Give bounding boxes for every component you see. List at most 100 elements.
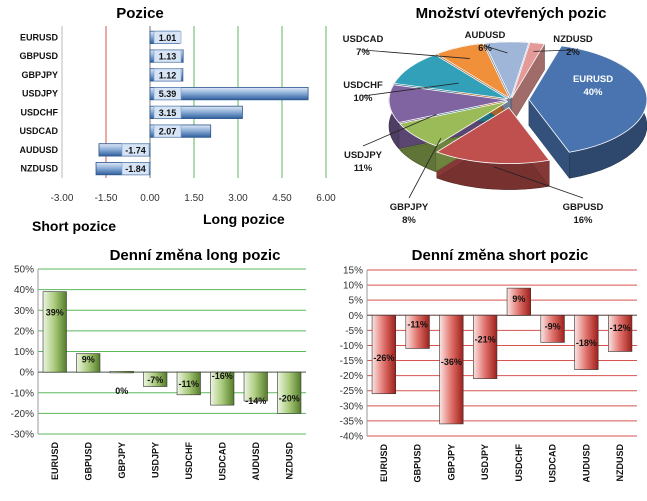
bar-usdjpy bbox=[473, 314, 498, 379]
category-label-audusd: AUDUSD bbox=[19, 145, 58, 155]
value-label-gbpusd: 1.13 bbox=[159, 52, 177, 62]
pie-label-gbpusd: GBPUSD bbox=[563, 202, 604, 213]
x-tick-label: -1.50 bbox=[95, 193, 118, 204]
daily-long-chart: Denní změna long pozic 39% 9% 0% -7% -11% -16… bbox=[11, 247, 306, 481]
pie-label-usdcad: USDCAD bbox=[343, 34, 384, 45]
bar-gbpusd bbox=[405, 314, 430, 349]
category-label-nzdusd: NZDUSD bbox=[284, 442, 294, 480]
y-tick-label: 10% bbox=[343, 281, 363, 292]
pie-pct-eurusd: 40% bbox=[583, 87, 603, 98]
pie-label-audusd: AUDUSD bbox=[465, 30, 506, 41]
pie-leader-line bbox=[362, 114, 437, 147]
value-label-usdcad: 2.07 bbox=[159, 127, 177, 137]
category-label-usdcad: USDCAD bbox=[548, 444, 558, 483]
category-label-usdchf: USDCHF bbox=[514, 443, 524, 481]
pie-leader-line bbox=[362, 49, 470, 59]
y-tick-label: 15% bbox=[343, 266, 363, 277]
category-label-gbpusd: GBPUSD bbox=[19, 51, 58, 61]
pie-label-usdjpy: USDJPY bbox=[344, 150, 383, 161]
value-label-nzdusd: -1.84 bbox=[125, 164, 146, 174]
pie-slice-nzdusd bbox=[511, 42, 546, 99]
y-tick-label: -35% bbox=[340, 416, 363, 427]
pie-slice-gbpjpy bbox=[398, 100, 509, 147]
value-label-audusd: -18% bbox=[576, 338, 597, 348]
category-label-gbpjpy: GBPJPY bbox=[21, 70, 58, 80]
y-tick-label: -40% bbox=[340, 432, 363, 443]
short-positions-annotation: Short pozice bbox=[32, 218, 116, 234]
bar-usdjpy bbox=[149, 87, 309, 101]
category-label-eurusd: EURUSD bbox=[20, 32, 59, 42]
daily-long-title: Denní změna long pozic bbox=[110, 247, 281, 264]
value-label-box bbox=[153, 124, 182, 138]
bar-audusd bbox=[574, 314, 599, 370]
value-label-usdcad: -16% bbox=[212, 371, 233, 381]
value-label-box bbox=[121, 162, 150, 175]
category-label-usdchf: USDCHF bbox=[184, 441, 194, 479]
bar-gbpjpy bbox=[439, 314, 464, 425]
y-tick-label: -30% bbox=[340, 401, 363, 412]
bar-usdcad bbox=[540, 314, 565, 343]
pie-pct-usdchf: 10% bbox=[353, 93, 373, 104]
value-label-gbpjpy: 0% bbox=[115, 386, 128, 396]
pie-label-gbpjpy: GBPJPY bbox=[390, 202, 429, 213]
y-tick-label: 0% bbox=[20, 368, 35, 379]
category-label-gbpusd: GBPUSD bbox=[413, 444, 423, 483]
pie-slice-audusd bbox=[484, 41, 530, 99]
y-tick-label: 50% bbox=[14, 265, 34, 276]
category-label-usdchf: USDCHF bbox=[21, 107, 59, 117]
y-tick-label: 0% bbox=[349, 311, 364, 322]
y-tick-label: -20% bbox=[11, 409, 34, 420]
value-label-gbpjpy: 1.12 bbox=[159, 70, 177, 80]
value-label-box bbox=[153, 87, 182, 100]
category-label-gbpusd: GBPUSD bbox=[83, 442, 93, 481]
bar-eurusd bbox=[371, 314, 396, 395]
value-label-eurusd: 39% bbox=[46, 307, 64, 317]
pie-leader-line bbox=[493, 166, 584, 199]
value-label-eurusd: -26% bbox=[373, 353, 394, 363]
pie-leader-line bbox=[362, 82, 459, 97]
pie-pct-nzdusd: 2% bbox=[566, 47, 580, 58]
category-label-gbpjpy: GBPJPY bbox=[446, 444, 456, 481]
value-label-box bbox=[121, 143, 150, 157]
value-label-usdchf: 3.15 bbox=[159, 108, 177, 118]
x-tick-label: -3.00 bbox=[51, 193, 74, 204]
open-positions-pie-chart: Množství otevřených pozic EURUSD 40% GBPUS… bbox=[343, 5, 647, 226]
bar-gbpjpy bbox=[109, 371, 134, 374]
category-label-usdjpy: USDJPY bbox=[22, 89, 58, 99]
bar-usdchf bbox=[506, 287, 531, 316]
positions-chart: Pozice 1.01 1.13 1.12 5.39 3.15 2.07 -1.74 -1.8… bbox=[19, 5, 336, 234]
positions-title: Pozice bbox=[116, 5, 164, 22]
bar-usdjpy bbox=[143, 371, 168, 387]
category-label-usdjpy: USDJPY bbox=[480, 444, 490, 480]
category-label-usdcad: USDCAD bbox=[217, 442, 227, 481]
pie-slice-usdjpy bbox=[388, 84, 508, 124]
category-label-eurusd: EURUSD bbox=[50, 442, 60, 481]
bar-usdcad bbox=[210, 371, 235, 406]
pie-slice-gbpusd bbox=[435, 107, 550, 165]
value-label-gbpjpy: -36% bbox=[441, 357, 462, 367]
value-label-usdcad: -9% bbox=[545, 321, 561, 331]
pie-pct-gbpusd: 16% bbox=[573, 215, 593, 226]
pie-label-nzdusd: NZDUSD bbox=[553, 34, 593, 45]
y-tick-label: 30% bbox=[14, 306, 34, 317]
category-label-audusd: AUDUSD bbox=[581, 444, 591, 483]
pie-pct-usdcad: 7% bbox=[356, 47, 370, 58]
bar-nzdusd bbox=[608, 314, 633, 352]
bar-audusd bbox=[243, 371, 268, 402]
value-label-box bbox=[153, 31, 182, 44]
pie-leader-line bbox=[484, 45, 508, 54]
bar-gbpusd bbox=[76, 353, 101, 373]
pie-label-eurusd: EURUSD bbox=[573, 74, 613, 85]
y-tick-label: 10% bbox=[14, 347, 34, 358]
category-label-nzdusd: NZDUSD bbox=[615, 444, 625, 482]
bar-nzdusd bbox=[277, 371, 302, 414]
y-tick-label: -20% bbox=[340, 371, 363, 382]
value-label-usdjpy: 5.39 bbox=[159, 89, 177, 99]
value-label-usdjpy: -21% bbox=[475, 334, 496, 344]
daily-short-title: Denní změna short pozic bbox=[412, 247, 589, 264]
category-label-usdcad: USDCAD bbox=[19, 126, 58, 136]
y-tick-label: -10% bbox=[340, 341, 363, 352]
value-label-box bbox=[153, 68, 182, 82]
pie-leader-line bbox=[533, 49, 574, 52]
category-label-usdjpy: USDJPY bbox=[150, 442, 160, 478]
